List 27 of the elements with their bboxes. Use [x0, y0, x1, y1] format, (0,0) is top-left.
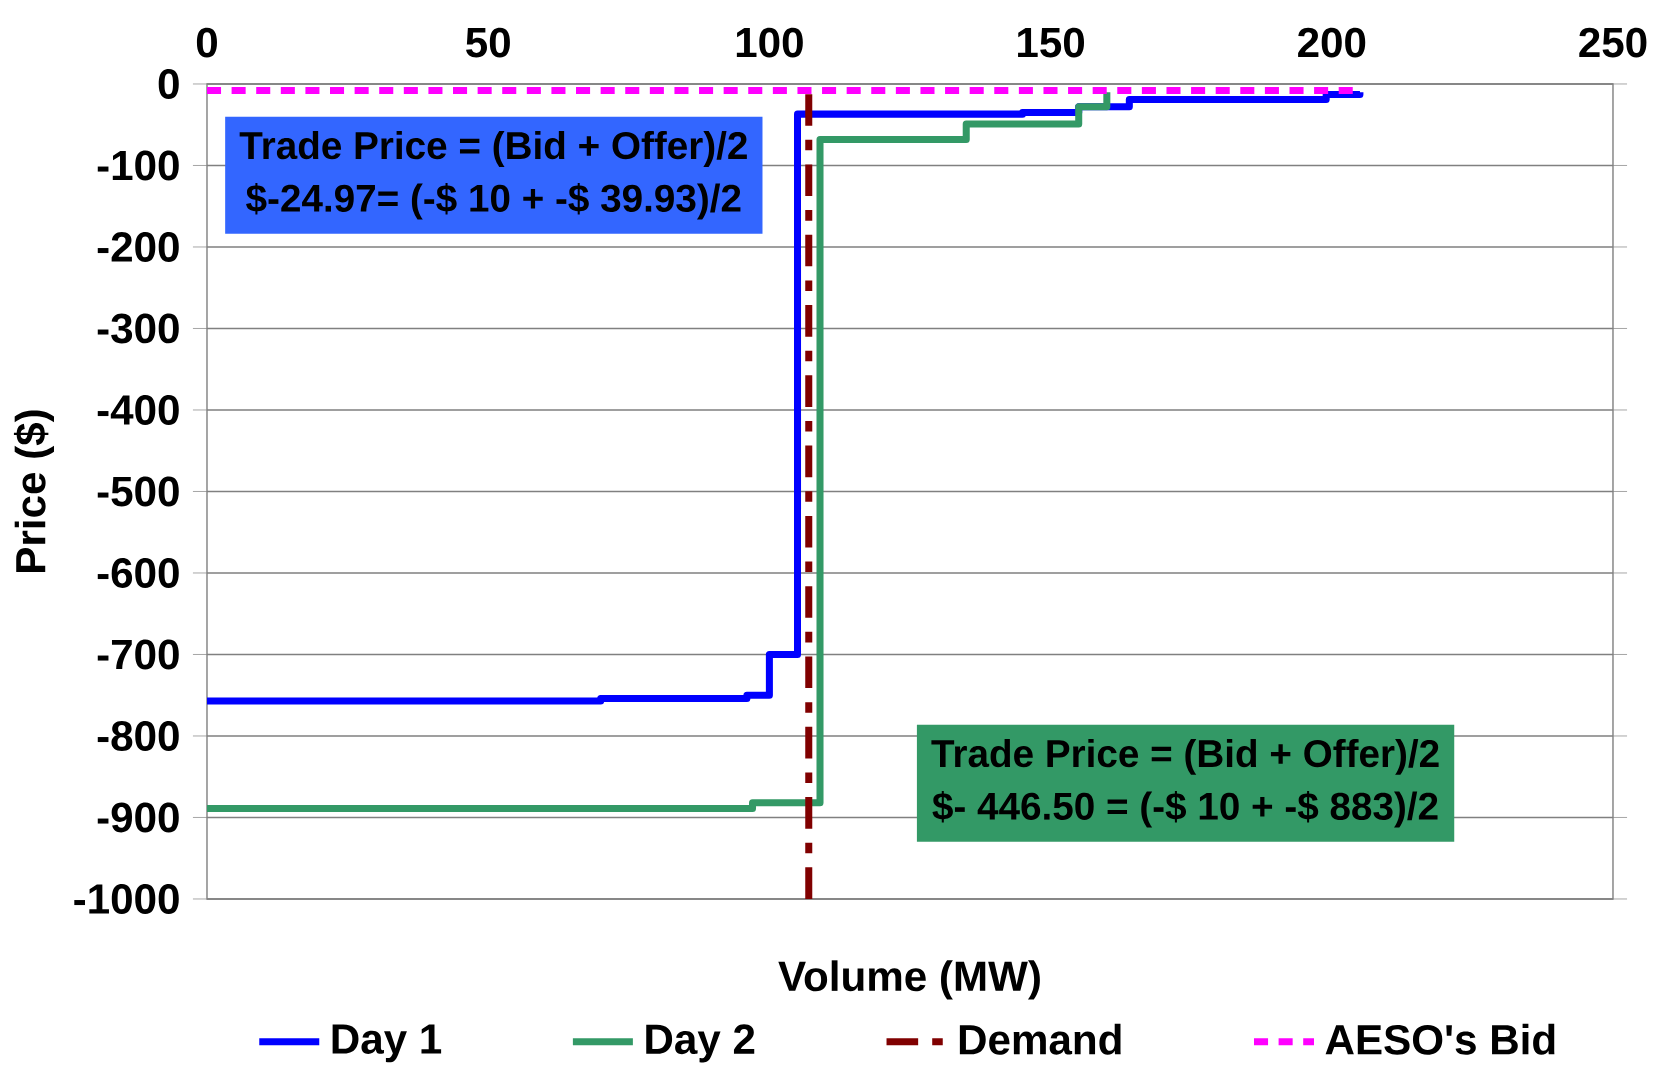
annotation: Trade Price = (Bid + Offer)/2 [239, 130, 747, 167]
y-tick-label: -1000 [74, 884, 179, 914]
x-tick-label: 0 [196, 27, 217, 58]
y-axis-title: Price ($) [13, 410, 54, 572]
x-axis-title: Volume (MW) [778, 960, 1040, 1000]
y-tick-label: -900 [97, 802, 179, 833]
legend-label: AESO's Bid [1325, 1023, 1555, 1055]
y-tick-label: -100 [97, 150, 179, 181]
y-tick-label: -500 [97, 476, 179, 507]
legend-label: Day 2 [646, 1024, 755, 1063]
y-tick-label: -400 [97, 395, 179, 425]
x-tick-label: 200 [1298, 27, 1366, 58]
y-tick-label: -300 [97, 313, 179, 344]
y-tick-label: -700 [97, 639, 179, 670]
annotation: $- 446.50 = (-$ 10 + -$ 883)/2 [932, 790, 1438, 828]
legend-label: Day 1 [332, 1024, 442, 1063]
x-tick-label: 100 [736, 27, 803, 58]
annotation: $-24.97= (-$ 10 + -$ 39.93)/2 [246, 182, 741, 220]
y-tick-label: -200 [97, 232, 179, 262]
annotation: Trade Price = (Bid + Offer)/2 [931, 738, 1439, 775]
x-tick-label: 50 [466, 27, 510, 58]
x-tick-label: 250 [1579, 27, 1647, 58]
x-tick-label: 150 [1018, 27, 1085, 58]
legend-label: Demand [959, 1023, 1121, 1055]
y-tick-label: 0 [158, 69, 179, 99]
y-tick-label: -600 [97, 558, 179, 588]
y-tick-label: -800 [97, 721, 179, 751]
